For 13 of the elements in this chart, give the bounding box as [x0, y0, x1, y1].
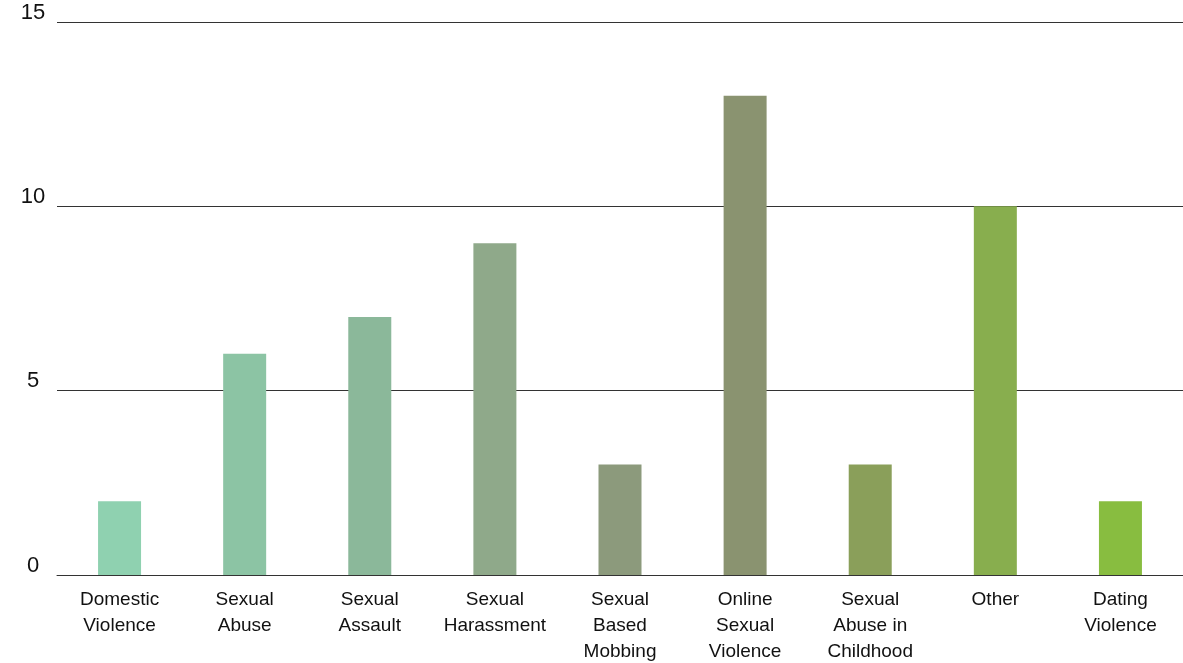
x-tick-label: Other [971, 587, 1020, 609]
y-tick-label: 0 [26, 551, 40, 577]
y-tick-label: 15 [20, 0, 46, 24]
x-tick-label: Dating Violence [1084, 587, 1157, 635]
y-tick-label: 10 [20, 182, 46, 208]
x-tick-label: Sexual Assault [338, 587, 402, 635]
y-tick-label: 5 [26, 367, 40, 393]
x-tick-label: Online Sexual Violence [708, 587, 782, 661]
x-tick-label: Sexual Harassment [443, 587, 547, 635]
x-tick-label: Sexual Abuse in Childhood [827, 587, 914, 661]
x-tick-label: Domestic Violence [79, 587, 160, 635]
x-tick-label: Sexual Based Mobbing [583, 587, 657, 661]
x-tick-label: Sexual Abuse [215, 587, 274, 635]
